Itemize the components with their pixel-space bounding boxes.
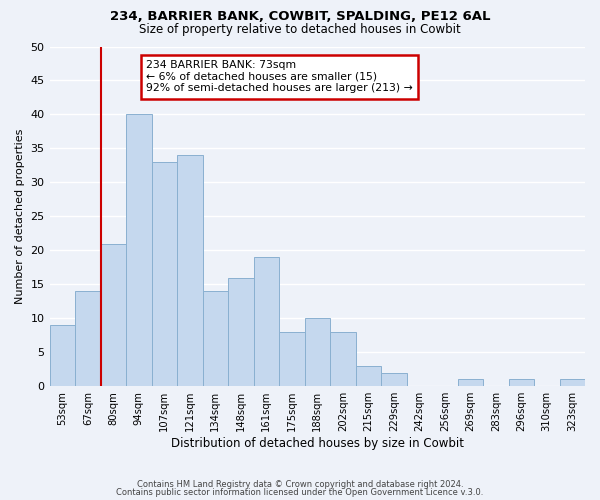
Bar bbox=[75, 291, 101, 386]
Bar bbox=[509, 380, 534, 386]
Text: 234, BARRIER BANK, COWBIT, SPALDING, PE12 6AL: 234, BARRIER BANK, COWBIT, SPALDING, PE1… bbox=[110, 10, 490, 23]
Text: Size of property relative to detached houses in Cowbit: Size of property relative to detached ho… bbox=[139, 22, 461, 36]
Bar bbox=[330, 332, 356, 386]
Bar bbox=[279, 332, 305, 386]
Bar bbox=[458, 380, 483, 386]
Bar bbox=[203, 291, 228, 386]
X-axis label: Distribution of detached houses by size in Cowbit: Distribution of detached houses by size … bbox=[171, 437, 464, 450]
Bar bbox=[152, 162, 177, 386]
Text: Contains HM Land Registry data © Crown copyright and database right 2024.: Contains HM Land Registry data © Crown c… bbox=[137, 480, 463, 489]
Bar bbox=[126, 114, 152, 386]
Bar bbox=[101, 244, 126, 386]
Text: Contains public sector information licensed under the Open Government Licence v.: Contains public sector information licen… bbox=[116, 488, 484, 497]
Bar bbox=[381, 372, 407, 386]
Bar bbox=[228, 278, 254, 386]
Bar bbox=[356, 366, 381, 386]
Bar bbox=[254, 257, 279, 386]
Bar bbox=[305, 318, 330, 386]
Text: 234 BARRIER BANK: 73sqm
← 6% of detached houses are smaller (15)
92% of semi-det: 234 BARRIER BANK: 73sqm ← 6% of detached… bbox=[146, 60, 413, 94]
Bar bbox=[560, 380, 585, 386]
Bar bbox=[177, 155, 203, 386]
Bar bbox=[50, 325, 75, 386]
Y-axis label: Number of detached properties: Number of detached properties bbox=[15, 128, 25, 304]
